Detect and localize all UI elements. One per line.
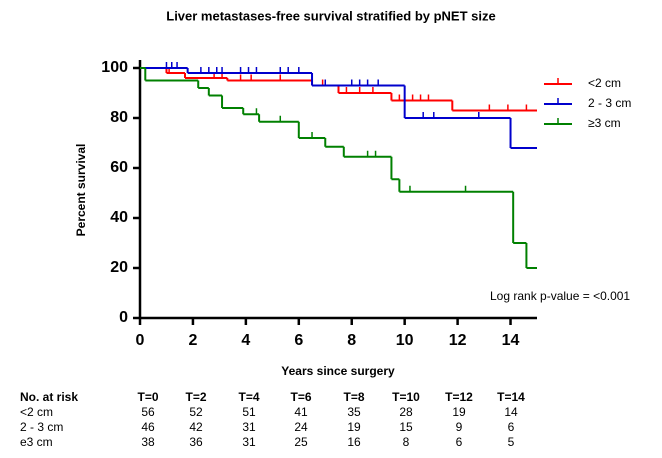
risk-table-cell: 19 [347,420,361,434]
risk-table-header: No. at risk [20,390,78,404]
risk-table-header: T=4 [238,390,259,404]
risk-table-cell: 31 [242,420,256,434]
x-tick-label: 12 [449,332,467,349]
x-tick-label: 2 [188,332,197,349]
legend-label: 2 - 3 cm [588,96,631,110]
risk-table-cell: 51 [242,405,256,419]
risk-table-cell: 6 [508,420,515,434]
risk-table-label: <2 cm [20,405,53,419]
risk-table-cell: 42 [189,420,203,434]
x-tick-label: 0 [136,332,145,349]
risk-table-cell: 5 [508,435,515,449]
x-tick-label: 10 [396,332,414,349]
risk-table-cell: 14 [504,405,518,419]
risk-table-cell: 28 [399,405,413,419]
risk-table-label: e3 cm [20,435,53,449]
annotation: Log rank p-value = <0.001 [490,289,630,303]
x-tick-label: 6 [294,332,303,349]
risk-table-header: T=14 [497,390,525,404]
chart-title: Liver metastases-free survival stratifie… [166,8,495,23]
risk-table-cell: 19 [452,405,466,419]
risk-table-cell: 8 [403,435,410,449]
risk-table-cell: 46 [141,420,155,434]
risk-table-cell: 31 [242,435,256,449]
x-tick-label: 8 [347,332,356,349]
risk-table-cell: 38 [141,435,155,449]
risk-table-cell: 35 [347,405,361,419]
y-tick-label: 0 [119,309,128,326]
risk-table-cell: 41 [294,405,308,419]
risk-table-header: T=2 [185,390,206,404]
risk-table-cell: 9 [456,420,463,434]
x-axis-label: Years since surgery [281,364,395,378]
y-axis-label: Percent survival [74,144,88,237]
y-tick-label: 40 [110,209,128,226]
risk-table-cell: 56 [141,405,155,419]
risk-table-cell: 16 [347,435,361,449]
risk-table-cell: 24 [294,420,308,434]
risk-table-cell: 52 [189,405,203,419]
y-tick-label: 60 [110,159,128,176]
risk-table-header: T=8 [343,390,364,404]
risk-table-cell: 6 [456,435,463,449]
risk-table-cell: 15 [399,420,413,434]
risk-table-cell: 36 [189,435,203,449]
x-tick-label: 14 [502,332,520,349]
risk-table-header: T=6 [290,390,311,404]
legend-label: ≥3 cm [588,116,621,130]
risk-table-cell: 25 [294,435,308,449]
risk-table-label: 2 - 3 cm [20,420,63,434]
y-tick-label: 80 [110,109,128,126]
y-tick-label: 100 [101,59,128,76]
risk-table-header: T=0 [137,390,158,404]
legend-label: <2 cm [588,76,621,90]
risk-table-header: T=12 [445,390,473,404]
risk-table-header: T=10 [392,390,420,404]
y-tick-label: 20 [110,259,128,276]
x-tick-label: 4 [241,332,250,349]
